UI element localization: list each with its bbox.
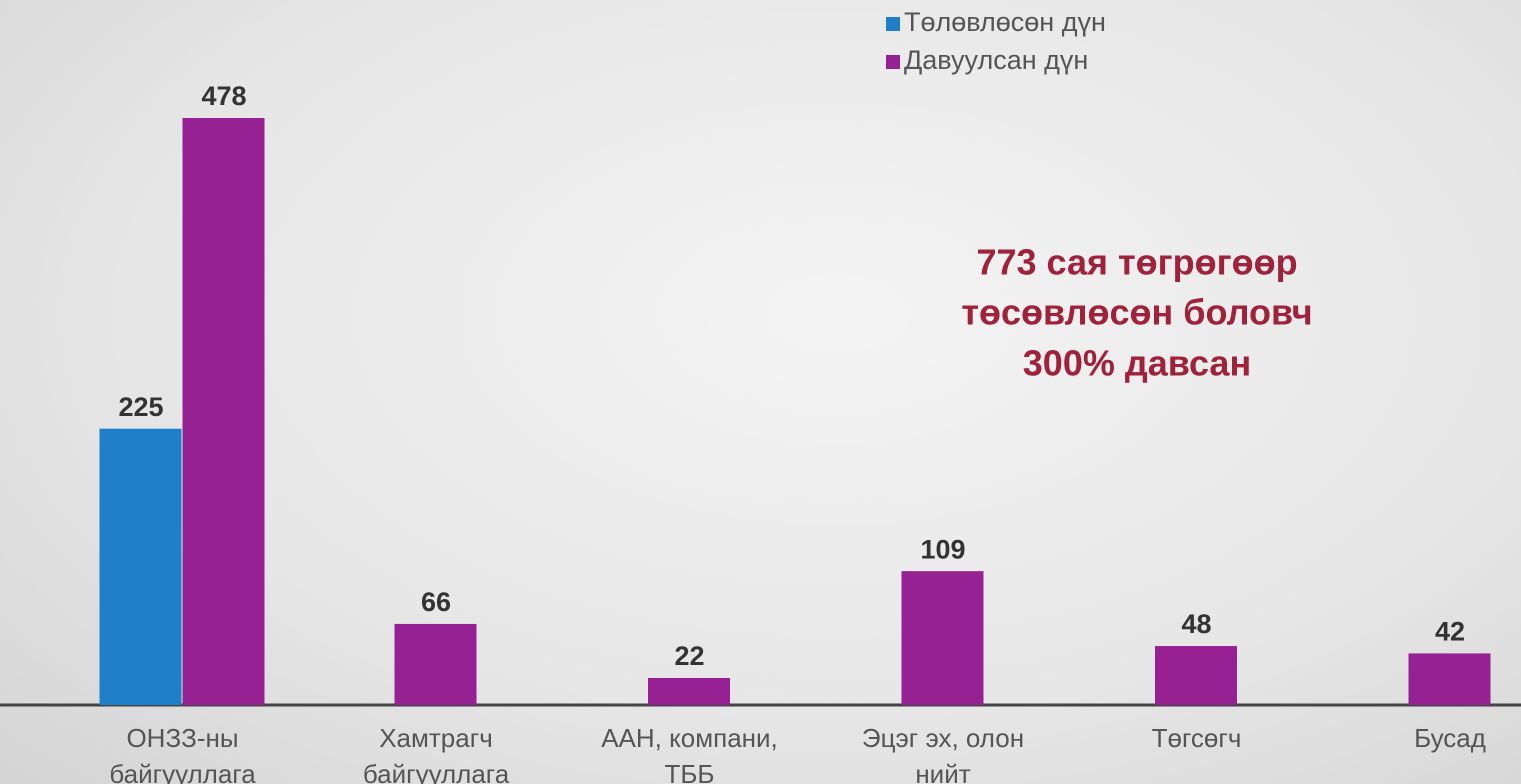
x-tick-label: Төгсөгч xyxy=(1151,723,1242,753)
value-label: 48 xyxy=(1181,609,1211,639)
x-tick-label: ААН, компани, ТББ xyxy=(601,723,778,784)
bar xyxy=(1155,646,1237,705)
annotation-line: төсөвлөсөн боловч xyxy=(961,292,1312,333)
x-tick-label: Бусад xyxy=(1414,723,1486,753)
legend-label: Төлөвлөсөн дүн xyxy=(904,7,1106,37)
legend-swatch xyxy=(886,17,900,31)
value-label: 225 xyxy=(118,392,163,422)
annotation: 773 сая төгрөгөөр төсөвлөсөн боловч 300%… xyxy=(961,242,1312,384)
value-label: 109 xyxy=(920,534,965,564)
legend-label: Давуулсан дүн xyxy=(904,45,1088,75)
value-label: 66 xyxy=(421,587,451,617)
bar xyxy=(1408,653,1491,705)
x-tick-label: ОНЗЗ-ны байгууллага xyxy=(109,723,256,784)
bar xyxy=(99,428,182,705)
x-tick-label: Хамтрагч байгууллага xyxy=(362,723,510,784)
value-label: 22 xyxy=(674,641,704,671)
annotation-line: 773 сая төгрөгөөр xyxy=(976,242,1297,283)
bar xyxy=(394,623,477,705)
bar xyxy=(648,677,730,705)
value-label: 478 xyxy=(201,81,246,111)
bar xyxy=(901,571,984,705)
value-label: 42 xyxy=(1435,617,1465,647)
annotation-line: 300% давсан xyxy=(1023,343,1251,384)
bar xyxy=(182,118,265,706)
x-tick-label: Эцэг эх, олон нийт xyxy=(861,723,1025,784)
legend-swatch xyxy=(886,55,900,69)
